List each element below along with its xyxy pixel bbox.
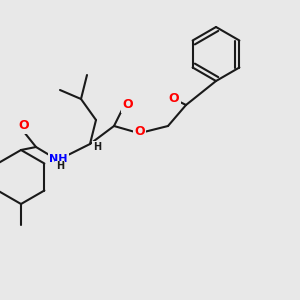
Text: O: O bbox=[122, 98, 133, 112]
Text: O: O bbox=[134, 125, 145, 139]
Text: O: O bbox=[19, 119, 29, 133]
Text: O: O bbox=[169, 92, 179, 106]
Text: H: H bbox=[56, 161, 64, 172]
Text: H: H bbox=[93, 142, 102, 152]
Text: NH: NH bbox=[49, 154, 68, 164]
